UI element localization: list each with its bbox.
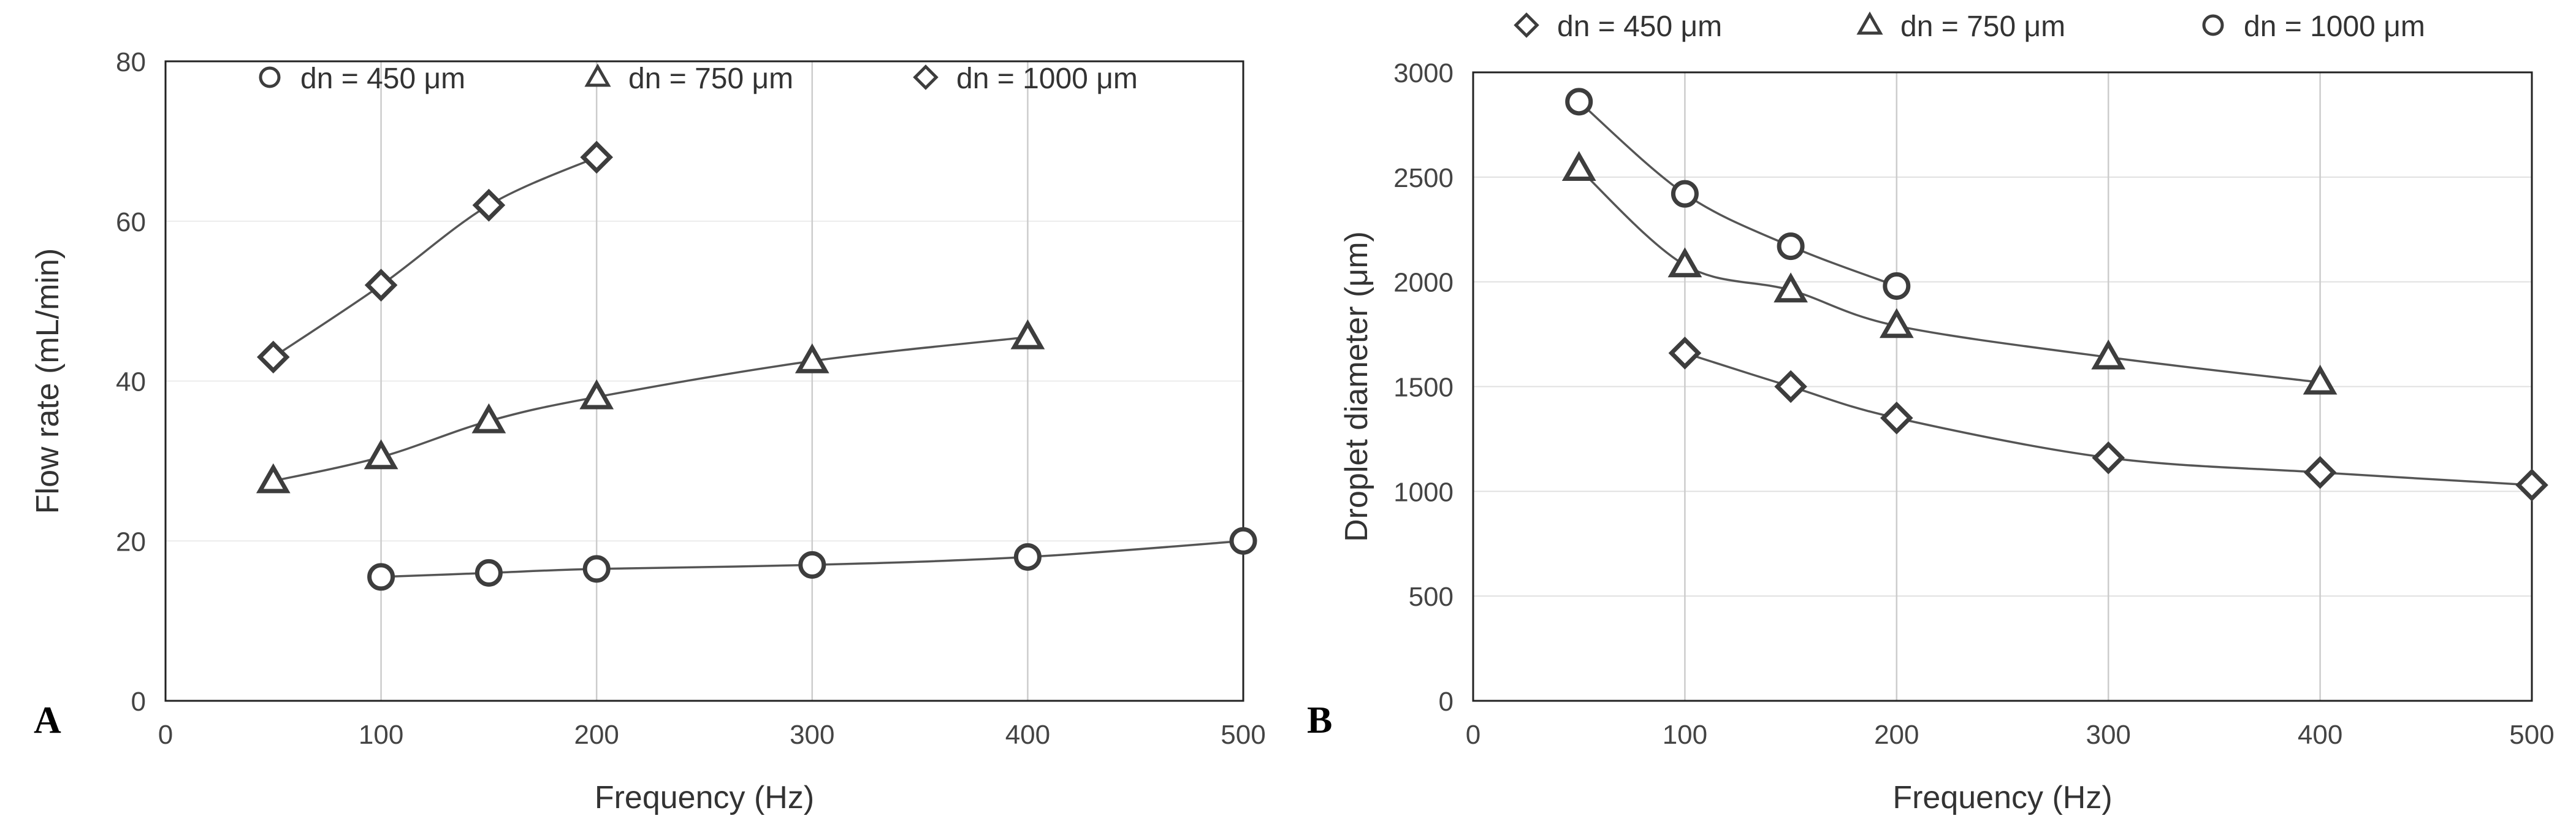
- panel-label: A: [34, 700, 61, 741]
- data-point-triangle: [471, 403, 506, 433]
- data-point-triangle: [1561, 151, 1596, 181]
- y-tick-label: 0: [1439, 687, 1454, 717]
- x-tick-label: 400: [2298, 720, 2342, 750]
- x-tick-label: 100: [359, 720, 403, 750]
- data-point-circle: [1565, 88, 1593, 116]
- y-tick-label: 40: [116, 367, 146, 397]
- data-point-circle: [1013, 543, 1042, 571]
- legend-marker-circle: [259, 66, 281, 88]
- x-tick-label: 500: [1221, 720, 1265, 750]
- plot-frame: [1472, 71, 2533, 702]
- x-axis-title: Frequency (Hz): [1892, 780, 2112, 815]
- data-point-triangle: [1774, 272, 1808, 303]
- y-tick-label: 0: [131, 687, 146, 717]
- data-point-diamond: [580, 140, 613, 174]
- x-tick-label: 300: [790, 720, 834, 750]
- legend-marker-triangle: [584, 63, 611, 87]
- data-point-triangle: [579, 379, 614, 410]
- data-point-diamond: [1880, 401, 1913, 435]
- series-2: [1565, 88, 1911, 300]
- y-tick-label: 60: [116, 207, 146, 237]
- data-point-circle: [1777, 232, 1805, 261]
- data-point-circle: [798, 551, 826, 579]
- chart-panel-a: 0 100 200 300 400 500 0 20 40 60 80 Frequency (Hz) F…: [30, 47, 1266, 815]
- data-point-diamond: [1668, 337, 1702, 370]
- series-0: [367, 527, 1257, 591]
- x-tick-label: 200: [1874, 720, 1919, 750]
- series-line: [272, 156, 597, 358]
- legend: dn = 450 μm dn = 750 μm dn = 1000 μm: [1514, 10, 2425, 43]
- y-axis-title: Droplet diameter (μm): [1339, 231, 1374, 542]
- y-tick-label: 1000: [1393, 477, 1454, 507]
- legend-marker-triangle: [1856, 11, 1883, 35]
- data-point-triangle: [2091, 339, 2126, 370]
- data-point-diamond: [2303, 456, 2337, 489]
- data-point-triangle: [2303, 364, 2338, 395]
- data-point-diamond: [2515, 468, 2548, 502]
- data-point-circle: [474, 559, 503, 587]
- legend-label: dn = 750 μm: [628, 63, 793, 95]
- data-point-triangle: [1667, 247, 1702, 278]
- data-point-circle: [582, 555, 611, 583]
- series-1: [1561, 151, 2338, 395]
- series-1: [256, 319, 1045, 494]
- legend-label: dn = 450 μm: [1557, 10, 1722, 43]
- chart-panel-b: 0 100 200 300 400 500 0 500 1000 1500 2000 2500 3000…: [1307, 10, 2555, 815]
- x-tick-label: 100: [1663, 720, 1707, 750]
- plot-frame: [164, 60, 1244, 702]
- legend-marker-diamond: [1514, 12, 1539, 38]
- series-line: [1578, 167, 2320, 384]
- x-tick-label: 200: [574, 720, 619, 750]
- legend: dn = 450 μm dn = 750 μm dn = 1000 μm: [259, 63, 1138, 95]
- legend-label: dn = 1000 μm: [2244, 10, 2425, 43]
- x-tick-label: 400: [1005, 720, 1050, 750]
- legend-label: dn = 1000 μm: [956, 63, 1138, 95]
- x-tick-label: 300: [2086, 720, 2130, 750]
- y-tick-label: 2000: [1393, 268, 1454, 298]
- data-point-triangle: [795, 343, 829, 373]
- y-tick-label: 20: [116, 527, 146, 557]
- series-2: [257, 140, 613, 374]
- y-tick-label: 500: [1409, 582, 1454, 612]
- legend-marker-diamond: [913, 64, 939, 90]
- data-point-circle: [1671, 180, 1699, 208]
- legend-label: dn = 450 μm: [300, 63, 465, 95]
- data-point-triangle: [1879, 308, 1914, 338]
- legend-marker-circle: [2202, 14, 2224, 36]
- data-point-diamond: [1774, 370, 1807, 403]
- data-point-diamond: [2092, 441, 2125, 475]
- data-point-triangle: [256, 463, 291, 494]
- y-tick-label: 80: [116, 47, 146, 77]
- x-tick-label: 0: [1466, 720, 1480, 750]
- data-point-diamond: [364, 269, 398, 302]
- data-point-diamond: [257, 340, 290, 374]
- data-point-circle: [367, 563, 395, 591]
- series-0: [1668, 337, 2548, 502]
- data-point-circle: [1229, 527, 1257, 555]
- data-point-triangle: [1010, 319, 1045, 349]
- data-point-triangle: [364, 439, 398, 470]
- x-tick-label: 0: [158, 720, 173, 750]
- y-axis-title: Flow rate (mL/min): [30, 248, 66, 514]
- x-tick-label: 500: [2509, 720, 2554, 750]
- legend-label: dn = 750 μm: [1900, 10, 2065, 43]
- x-axis-title: Frequency (Hz): [595, 780, 814, 815]
- data-point-circle: [1883, 272, 1911, 300]
- panel-label: B: [1307, 700, 1332, 741]
- y-tick-label: 2500: [1393, 163, 1454, 193]
- data-point-diamond: [472, 188, 506, 222]
- series-line: [1578, 101, 1897, 288]
- y-tick-label: 1500: [1393, 373, 1454, 403]
- y-tick-label: 3000: [1393, 58, 1454, 88]
